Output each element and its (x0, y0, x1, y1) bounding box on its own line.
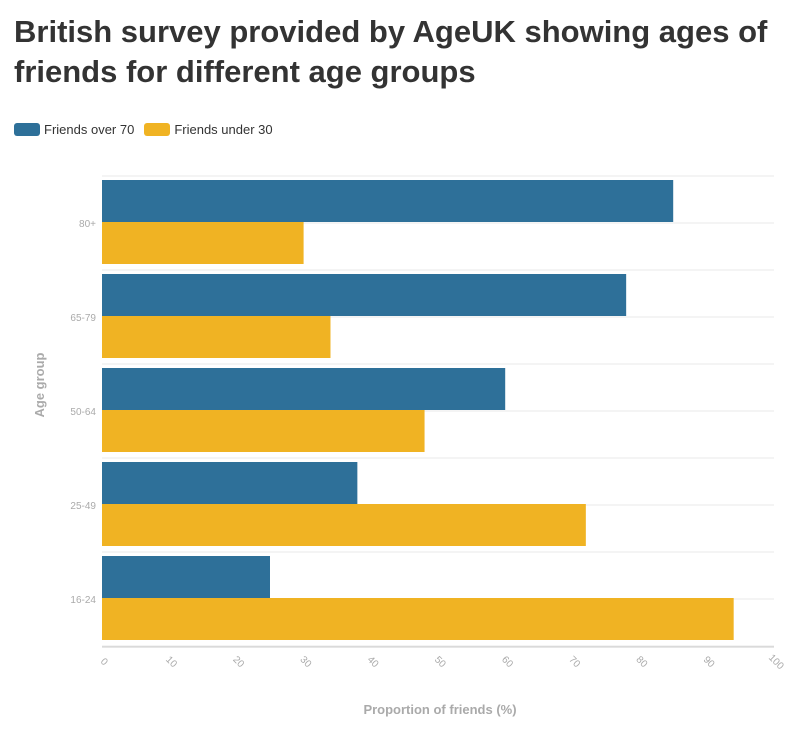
x-tick-label: 70 (566, 654, 582, 670)
x-tick-label: 20 (230, 654, 246, 670)
bar-over-70 (102, 462, 358, 504)
category-label: 80+ (79, 219, 96, 230)
legend-label-under-30: Friends under 30 (174, 122, 273, 137)
x-tick-label: 80 (634, 654, 650, 670)
category-label: 65-79 (70, 313, 96, 324)
bar-under-30 (102, 410, 425, 452)
category-label: 16-24 (70, 595, 96, 606)
x-tick-label: 40 (365, 654, 381, 670)
category-label: 25-49 (70, 501, 96, 512)
legend-item-under-30[interactable]: Friends under 30 (144, 122, 273, 137)
bar-under-30 (102, 316, 331, 358)
x-tick-label: 60 (499, 654, 515, 670)
legend: Friends over 70 Friends under 30 (14, 122, 283, 137)
legend-swatch-under-30 (144, 123, 171, 136)
bar-over-70 (102, 556, 270, 598)
chart-title: British survey provided by AgeUK showing… (14, 14, 768, 89)
legend-swatch-over-70 (14, 123, 40, 136)
legend-label-over-70: Friends over 70 (44, 122, 135, 137)
bar-over-70 (102, 274, 627, 316)
bar-over-70 (102, 180, 674, 222)
x-tick-label: 100 (766, 652, 786, 672)
x-axis-label: Proportion of friends (%) (363, 702, 516, 717)
y-axis-label: Age group (32, 352, 47, 417)
bar-under-30 (102, 504, 586, 546)
bar-under-30 (102, 598, 734, 640)
x-tick-label: 10 (163, 654, 179, 670)
x-tick-label: 50 (432, 654, 448, 670)
x-tick-label: 30 (298, 654, 314, 670)
bar-over-70 (102, 368, 506, 410)
bar-under-30 (102, 222, 304, 264)
x-tick-label: 0 (98, 656, 110, 668)
legend-item-over-70[interactable]: Friends over 70 (14, 122, 134, 137)
category-label: 50-64 (70, 407, 96, 418)
x-tick-label: 90 (701, 654, 717, 670)
